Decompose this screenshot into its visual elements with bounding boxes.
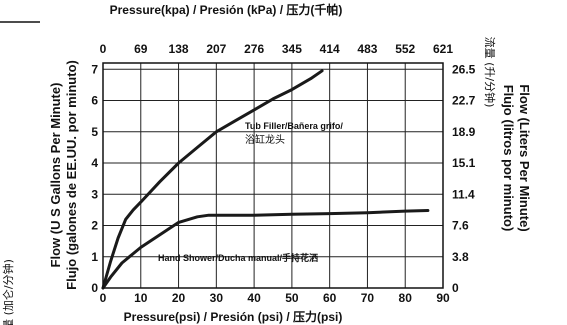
tub-filler-line — [101, 69, 324, 290]
right-axis-title-2: Flujo (litros por minuto) — [501, 85, 516, 232]
svg-text:浴缸龙头: 浴缸龙头 — [245, 133, 285, 146]
x-top-tick-label: 0 — [100, 42, 107, 56]
left-axis-title-3: 流量 (加仑/分钟) — [1, 259, 15, 325]
y-left-tick-label: 5 — [91, 125, 98, 139]
y-left-tick-label: 6 — [91, 94, 98, 108]
x-tick-label: 70 — [361, 291, 375, 305]
y-right-tick-label: 15.1 — [452, 156, 476, 170]
x-top-tick-label: 621 — [433, 42, 453, 56]
x-top-tick-label: 69 — [134, 42, 148, 56]
tick-layer: 0010692013830207402765034560414704838055… — [91, 42, 475, 305]
x-tick-label: 0 — [100, 291, 107, 305]
tub-filler-label: Tub Filler/Bañera grifo/ 浴缸龙头 — [245, 121, 343, 146]
y-left-tick-label: 2 — [91, 219, 98, 233]
x-tick-label: 20 — [172, 291, 186, 305]
y-right-tick-label: 0 — [452, 281, 459, 295]
top-axis-title: Pressure(kpa) / Presión (kPa) / 压力(千帕) — [110, 2, 343, 17]
plot-frame — [102, 62, 444, 289]
x-top-tick-label: 552 — [395, 42, 415, 56]
hand-shower-label: Hand Shower/Ducha manual/手持花洒 — [158, 252, 318, 263]
y-right-tick-label: 26.5 — [452, 62, 476, 76]
y-right-tick-label: 11.4 — [452, 187, 475, 201]
left-axis-title-1: Flow (U S Gallons Per Minute) — [48, 83, 63, 268]
x-top-tick-label: 483 — [357, 42, 377, 56]
y-left-tick-label: 1 — [91, 250, 98, 264]
x-tick-label: 10 — [134, 291, 148, 305]
x-top-tick-label: 276 — [244, 42, 264, 56]
right-axis-title-3: 流量 (升/分钟) — [483, 37, 497, 108]
y-right-tick-label: 18.9 — [452, 125, 476, 139]
x-tick-label: 80 — [399, 291, 413, 305]
x-tick-label: 30 — [210, 291, 224, 305]
series-layer — [101, 69, 430, 290]
bottom-axis-title: Pressure(psi) / Presión (psi) / 压力(psi) — [124, 309, 343, 324]
y-right-tick-label: 3.8 — [452, 250, 469, 264]
y-right-tick-label: 22.7 — [452, 94, 476, 108]
y-left-tick-label: 4 — [91, 156, 98, 170]
y-left-tick-label: 7 — [91, 62, 98, 76]
y-right-tick-label: 7.6 — [452, 219, 469, 233]
y-left-tick-label: 3 — [91, 187, 98, 201]
x-top-tick-label: 138 — [169, 42, 189, 56]
x-tick-label: 50 — [285, 291, 299, 305]
x-top-tick-label: 345 — [282, 42, 302, 56]
y-left-tick-label: 0 — [91, 281, 98, 295]
svg-text:Tub Filler/Bañera grifo/: Tub Filler/Bañera grifo/ — [245, 121, 343, 131]
x-tick-label: 40 — [247, 291, 261, 305]
x-tick-label: 90 — [436, 291, 450, 305]
x-top-tick-label: 207 — [206, 42, 226, 56]
right-axis-title-1: Flow (Liters Per Minute) — [517, 84, 532, 231]
x-top-tick-label: 414 — [320, 42, 340, 56]
x-tick-label: 60 — [323, 291, 337, 305]
hand-shower-line — [101, 209, 430, 290]
left-axis-title-2: Flujo (galones de EE.UU. por minuto) — [64, 60, 79, 290]
